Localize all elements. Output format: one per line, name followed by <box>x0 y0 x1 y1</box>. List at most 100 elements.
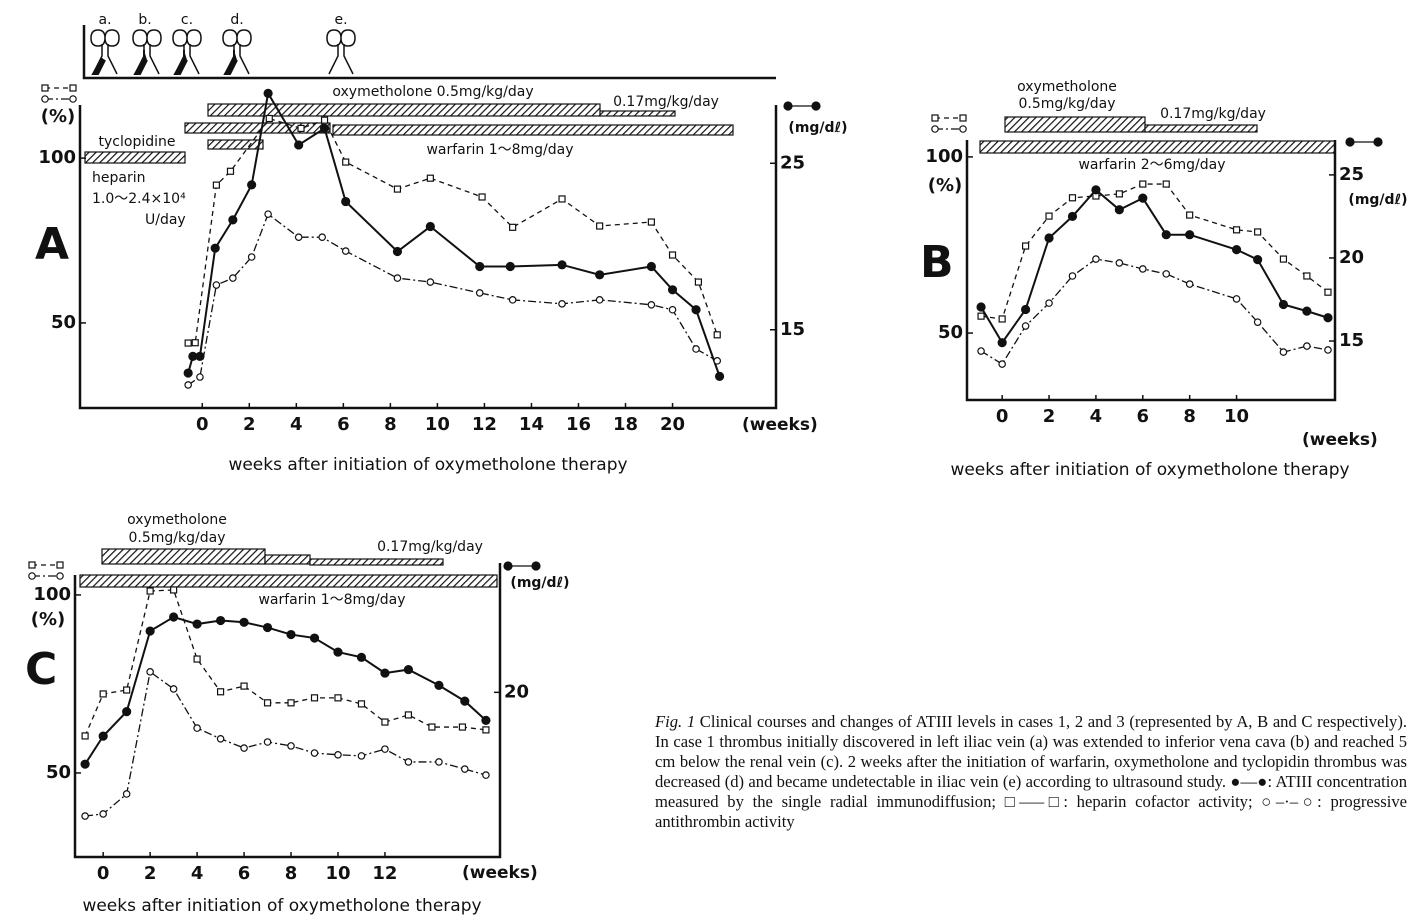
x-tick-label: 0 <box>196 414 209 435</box>
caption: Fig. 1 Clinical courses and changes of A… <box>655 712 1407 832</box>
legend-key-marker <box>931 114 939 122</box>
data-point <box>1115 190 1123 198</box>
data-point <box>1115 259 1124 267</box>
axes <box>73 563 502 859</box>
data-point <box>294 140 304 150</box>
y2-axis-label: (mg/dℓ) <box>788 120 847 136</box>
series-line <box>84 589 486 737</box>
annotation: a. <box>98 12 111 28</box>
data-point <box>458 723 467 731</box>
data-point <box>478 193 486 201</box>
data-point <box>1324 288 1332 296</box>
data-point <box>146 587 154 595</box>
data-point <box>319 123 330 133</box>
data-point <box>393 274 402 282</box>
annotation: oxymetholone <box>1017 79 1117 95</box>
y2-axis-label: (mg/dℓ) <box>510 575 569 591</box>
data-point <box>183 368 193 378</box>
data-point <box>403 664 414 675</box>
vein-icon <box>90 29 120 75</box>
y-axis-label: (%) <box>41 106 76 127</box>
y-tick-label: 100 <box>38 147 76 168</box>
data-point <box>646 261 656 272</box>
x-tick-label: 2 <box>1043 406 1056 427</box>
data-point <box>122 707 132 717</box>
data-point <box>341 196 351 207</box>
annotation: d. <box>230 12 243 28</box>
data-point <box>247 253 256 261</box>
data-point <box>263 738 272 746</box>
data-point <box>1021 242 1030 250</box>
data-point <box>342 158 350 166</box>
y2-tick-label: 15 <box>780 319 805 340</box>
legend-key-marker <box>783 101 793 111</box>
data-point <box>1323 313 1333 323</box>
caption-label: Fig. 1 <box>655 712 696 731</box>
data-point <box>1185 230 1195 240</box>
panel-label: B <box>920 237 954 288</box>
y-tick-label: 50 <box>51 312 76 333</box>
series-line <box>84 615 487 765</box>
data-point <box>392 246 403 257</box>
legend-key-marker <box>41 95 49 103</box>
data-point <box>1045 212 1053 220</box>
data-point <box>558 195 566 203</box>
x-tick-label: 2 <box>243 414 256 435</box>
data-point <box>434 680 444 690</box>
data-point <box>508 296 517 304</box>
legend-key-marker <box>959 125 967 133</box>
legend-key-marker <box>69 95 77 103</box>
data-point <box>192 619 202 629</box>
data-point <box>310 694 319 702</box>
x-tick-label: 12 <box>472 414 497 435</box>
data-point <box>1232 295 1241 303</box>
y2-tick-label: 25 <box>1339 164 1364 185</box>
legend-key-marker <box>931 125 939 133</box>
data-point <box>193 655 201 663</box>
annotation: 0.5mg/kg/day <box>1019 96 1116 112</box>
data-point <box>713 331 721 339</box>
data-point <box>1068 272 1077 280</box>
data-point <box>122 790 131 798</box>
x-tick-label: 8 <box>1183 406 1196 427</box>
data-point <box>1324 346 1332 354</box>
data-point <box>1020 304 1031 315</box>
legend-key-marker <box>56 561 64 569</box>
vein-icons <box>90 29 356 75</box>
data-point <box>426 174 434 182</box>
series-line <box>980 188 1329 345</box>
data-point <box>558 300 566 308</box>
data-point <box>595 296 604 304</box>
series-line <box>187 90 721 377</box>
data-point <box>170 586 178 594</box>
annotation: warfarin 2～6mg/day <box>1078 157 1225 173</box>
data-point <box>1044 233 1054 243</box>
thrombus <box>91 57 106 75</box>
data-point <box>265 114 273 123</box>
data-point <box>357 700 366 708</box>
data-point <box>1068 194 1077 202</box>
data-point <box>357 752 366 760</box>
data-point <box>184 381 192 389</box>
annotation: 0.17mg/kg/day <box>1160 106 1266 122</box>
annotation: warfarin 1～8mg/day <box>426 142 573 158</box>
annotation: tyclopidine <box>99 134 176 150</box>
data-point <box>212 181 220 189</box>
data-point <box>977 347 985 355</box>
y-tick-label: 50 <box>46 762 71 783</box>
y-tick-label: 100 <box>33 584 71 605</box>
data-point <box>460 696 470 706</box>
thrombus <box>223 50 238 75</box>
data-point <box>334 751 342 759</box>
data-point <box>481 715 491 725</box>
data-point <box>263 699 272 707</box>
vein-icon <box>326 29 356 75</box>
x-tick-label: 14 <box>519 414 544 435</box>
data-point <box>193 724 201 732</box>
data-point <box>320 116 329 124</box>
data-point <box>247 180 257 190</box>
thrombus <box>173 50 188 75</box>
data-point <box>425 221 435 232</box>
data-point <box>1091 185 1101 195</box>
data-point <box>99 810 107 818</box>
